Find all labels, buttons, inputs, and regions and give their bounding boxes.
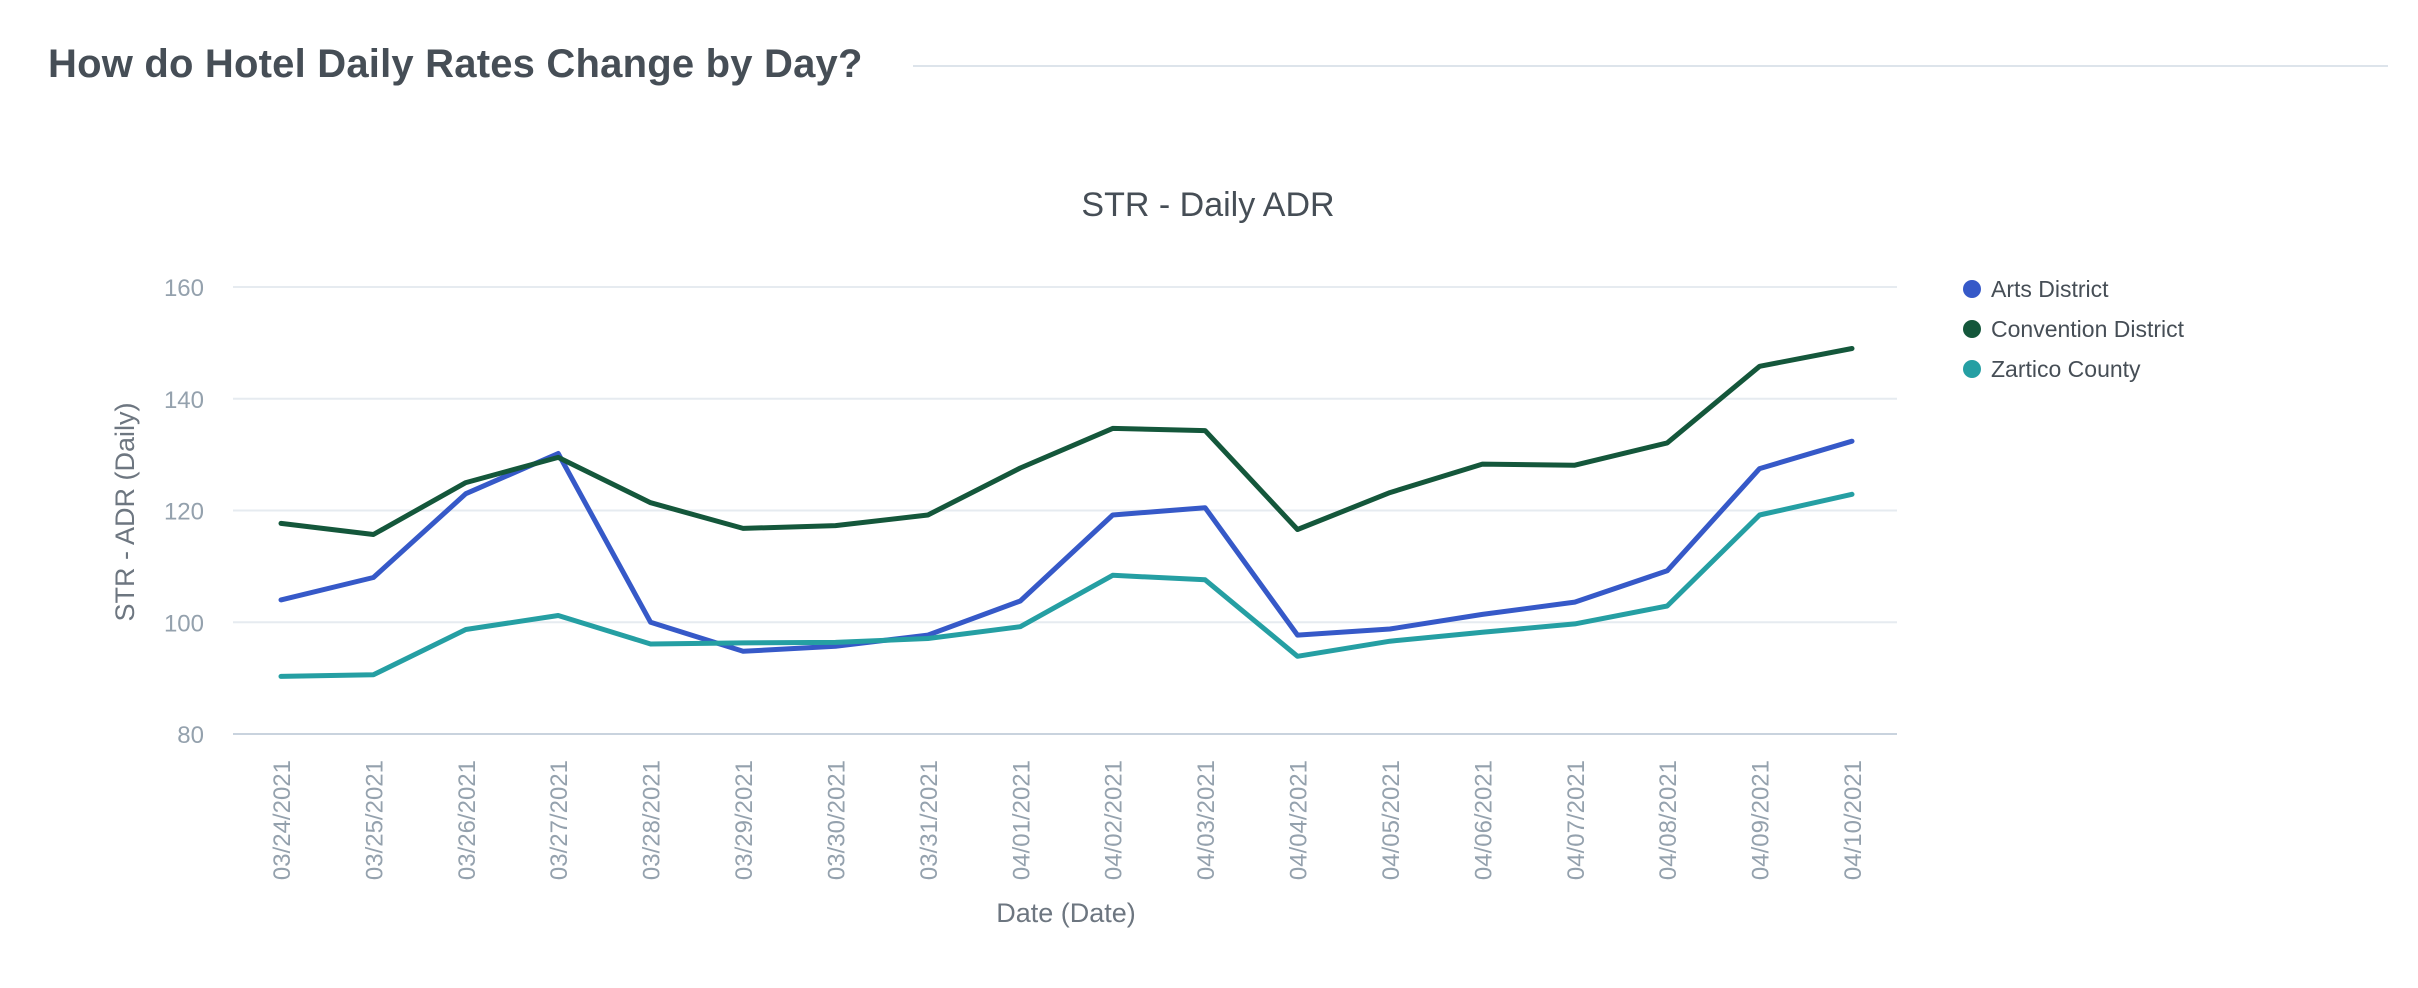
x-tick-label: 04/03/2021 (1193, 760, 1220, 880)
y-tick-label: 80 (177, 722, 204, 749)
x-tick-label: 03/28/2021 (639, 760, 666, 880)
x-axis-label: Date (Date) (996, 898, 1136, 928)
legend-item[interactable]: Arts District (1963, 276, 2109, 302)
x-tick-label: 03/29/2021 (731, 760, 758, 880)
x-tick-label: 04/05/2021 (1378, 760, 1405, 880)
y-tick-label: 160 (164, 275, 204, 302)
series-line-zartico-county (278, 491, 1855, 679)
x-tick-label: 04/10/2021 (1840, 760, 1867, 880)
legend-item[interactable]: Zartico County (1963, 356, 2141, 382)
legend-label: Arts District (1991, 276, 2109, 302)
chart-title: STR - Daily ADR (1081, 186, 1334, 224)
section-header: How do Hotel Daily Rates Change by Day? (48, 38, 2388, 90)
x-tick-label: 04/09/2021 (1748, 760, 1775, 880)
x-tick-label: 04/08/2021 (1655, 760, 1682, 880)
legend-marker (1963, 360, 1981, 378)
page-title: How do Hotel Daily Rates Change by Day? (48, 41, 863, 86)
header-divider (912, 65, 2388, 67)
x-tick-label: 04/07/2021 (1563, 760, 1590, 880)
x-tick-label: 03/31/2021 (916, 760, 943, 880)
x-tick-label: 03/25/2021 (361, 760, 388, 880)
x-tick-label: 04/06/2021 (1470, 760, 1497, 880)
y-tick-label: 100 (164, 610, 204, 637)
x-tick-label: 04/02/2021 (1101, 760, 1128, 880)
y-tick-label: 140 (164, 387, 204, 414)
x-tick-label: 04/01/2021 (1008, 760, 1035, 880)
legend-marker (1963, 280, 1981, 298)
x-tick-label: 03/30/2021 (823, 760, 850, 880)
grid-lines (233, 286, 1897, 735)
legend: Arts District Convention District Zartico … (1963, 276, 2185, 382)
legend-label: Convention District (1991, 316, 2185, 342)
y-axis-ticks: 80 100 120 140 160 (164, 275, 204, 749)
x-axis-ticks: 03/24/2021 03/25/2021 03/26/2021 03/27/2021… (269, 760, 1867, 880)
legend-label: Zartico County (1991, 356, 2141, 382)
legend-item[interactable]: Convention District (1963, 316, 2185, 342)
x-tick-label: 04/04/2021 (1286, 760, 1313, 880)
y-tick-label: 120 (164, 499, 204, 526)
x-tick-label: 03/26/2021 (454, 760, 481, 880)
series-line-convention-district (278, 346, 1855, 537)
legend-marker (1963, 320, 1981, 338)
series-lines (278, 346, 1855, 679)
y-axis-label: STR - ADR (Daily) (110, 402, 140, 621)
x-tick-label: 03/24/2021 (269, 760, 296, 880)
x-tick-label: 03/27/2021 (546, 760, 573, 880)
